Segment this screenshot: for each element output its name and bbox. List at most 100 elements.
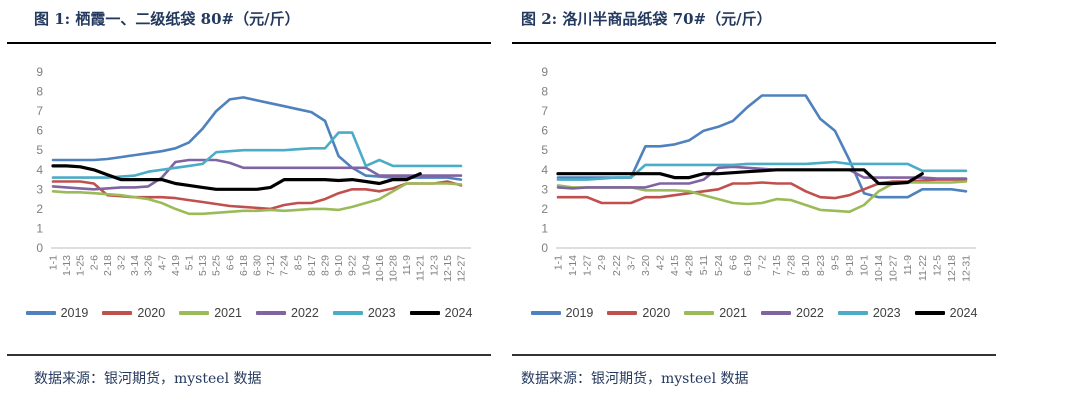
y-tick-label: 9 (541, 65, 548, 79)
x-tick-label: 12-18 (946, 255, 958, 282)
x-tick-label: 6-19 (742, 255, 754, 276)
figure-2-top-rule (512, 42, 996, 44)
y-tick-label: 1 (36, 221, 43, 235)
legend-swatch-2023 (837, 311, 868, 315)
y-tick-label: 7 (541, 104, 548, 118)
x-tick-label: 11-21 (415, 255, 427, 281)
y-tick-label: 4 (36, 163, 43, 177)
y-tick-label: 5 (36, 143, 43, 157)
legend-swatch-2024 (914, 311, 945, 315)
legend-label-2023: 2023 (872, 306, 901, 320)
x-tick-label: 3-20 (640, 255, 652, 276)
legend-item-2024: 2024 (914, 306, 977, 320)
y-tick-label: 3 (36, 182, 43, 196)
figure-2-source: 数据来源：银河期货，mysteel 数据 (521, 371, 749, 387)
legend-label-2021: 2021 (214, 306, 242, 320)
y-tick-label: 2 (541, 202, 548, 216)
legend-item-2019: 2019 (530, 306, 594, 320)
figure-2-bottom-rule (512, 354, 996, 356)
figure-1-bottom-rule (7, 354, 491, 356)
x-tick-label: 12-27 (456, 255, 468, 282)
series-line-2023 (51, 131, 463, 179)
y-tick-label: 5 (541, 143, 548, 157)
legend-label-2020: 2020 (137, 306, 166, 320)
legend-label-2019: 2019 (565, 306, 594, 320)
x-tick-label: 5-11 (698, 255, 710, 275)
x-tick-label: 4-19 (170, 255, 182, 276)
y-tick-label: 9 (36, 65, 43, 79)
x-tick-label: 3-14 (129, 255, 141, 276)
legend-swatch-2024 (409, 311, 440, 315)
x-tick-label: 2-18 (102, 255, 114, 276)
legend-swatch-2022 (256, 311, 286, 315)
legend-label-2022: 2022 (796, 306, 824, 320)
x-tick-label: 1-25 (75, 255, 87, 276)
x-tick-label: 10-4 (360, 255, 372, 276)
legend-label-2024: 2024 (444, 306, 473, 320)
x-tick-label: 12-31 (961, 255, 973, 282)
x-tick-label: 11-22 (917, 255, 929, 281)
x-tick-label: 1-27 (582, 255, 594, 276)
x-tick-label: 8-23 (815, 255, 827, 276)
x-tick-label: 9-10 (333, 255, 345, 276)
x-tick-label: 2-6 (88, 255, 100, 270)
legend-swatch-2023 (332, 311, 363, 315)
x-tick-label: 7-24 (279, 255, 291, 276)
legend-item-2019: 2019 (25, 306, 88, 320)
legend-swatch-2019 (25, 311, 56, 315)
x-tick-label: 3-7 (625, 255, 637, 270)
legend-swatch-2021 (684, 311, 715, 315)
x-tick-label: 2-22 (611, 255, 623, 276)
x-tick-label: 2-9 (596, 255, 608, 270)
series-line-2022 (51, 158, 463, 191)
x-tick-label: 3-26 (143, 255, 155, 276)
x-tick-label: 4-7 (156, 255, 168, 270)
figure-1-top-rule (7, 42, 491, 44)
x-tick-label: 1-13 (61, 255, 73, 276)
x-tick-label: 10-28 (388, 255, 400, 282)
x-tick-label: 10-16 (374, 255, 386, 282)
x-tick-label: 1-1 (48, 255, 60, 270)
legend-swatch-2022 (761, 311, 791, 315)
x-tick-label: 10-1 (859, 255, 871, 276)
x-tick-label: 5-13 (197, 255, 209, 276)
legend-swatch-2019 (530, 311, 561, 315)
figure-2-title: 图 2: 洛川半商品纸袋 70#（元/斤） (521, 10, 772, 28)
x-tick-label: 6-30 (252, 255, 264, 276)
figure-1-source: 数据来源：银河期货，mysteel 数据 (34, 371, 262, 387)
x-axis: 1-1 1-13 1-25 2-6 2-18 3-2 3-14 3-26 4-7 4-19 5-1 5… (48, 255, 468, 282)
legend-item-2021: 2021 (684, 306, 747, 320)
figure-1-panel: 图 1: 栖霞一、二级纸袋 80#（元/斤） 0 1 2 3 4 5 6 7 8 9 1-1 1-13… (7, 0, 491, 420)
legend-item-2023: 2023 (837, 306, 901, 320)
series-line-2020 (556, 178, 968, 205)
x-tick-label: 3-2 (116, 255, 128, 270)
x-tick-label: 8-17 (306, 255, 318, 276)
x-tick-label: 7-12 (265, 255, 277, 276)
x-tick-label: 6-6 (224, 255, 236, 270)
x-tick-label: 8-5 (292, 255, 304, 270)
legend-item-2022: 2022 (256, 306, 319, 320)
x-tick-label: 5-24 (713, 255, 725, 276)
y-tick-label: 8 (541, 85, 548, 99)
x-tick-label: 7-15 (771, 255, 783, 276)
x-tick-label: 8-10 (800, 255, 812, 276)
legend-item-2020: 2020 (102, 306, 165, 320)
x-tick-label: 1-1 (553, 255, 565, 270)
legend-item-2023: 2023 (332, 306, 396, 320)
series-line-2024 (51, 164, 422, 191)
series-line-2023 (556, 160, 968, 181)
x-tick-label: 12-3 (428, 255, 440, 276)
legend-swatch-2020 (102, 311, 133, 315)
y-tick-label: 0 (36, 241, 43, 255)
y-axis: 0 1 2 3 4 5 6 7 8 9 (541, 65, 548, 255)
legend-label-2023: 2023 (367, 306, 396, 320)
x-tick-label: 8-29 (320, 255, 332, 276)
legend-swatch-2021 (179, 311, 210, 315)
x-tick-label: 9-5 (829, 255, 841, 270)
y-tick-label: 6 (36, 124, 43, 138)
x-tick-label: 12-5 (931, 255, 943, 276)
y-tick-label: 6 (541, 124, 548, 138)
x-tick-label: 10-14 (873, 255, 885, 282)
figure-1-legend: 2019 2020 2021 2022 2023 2024 (7, 306, 491, 320)
